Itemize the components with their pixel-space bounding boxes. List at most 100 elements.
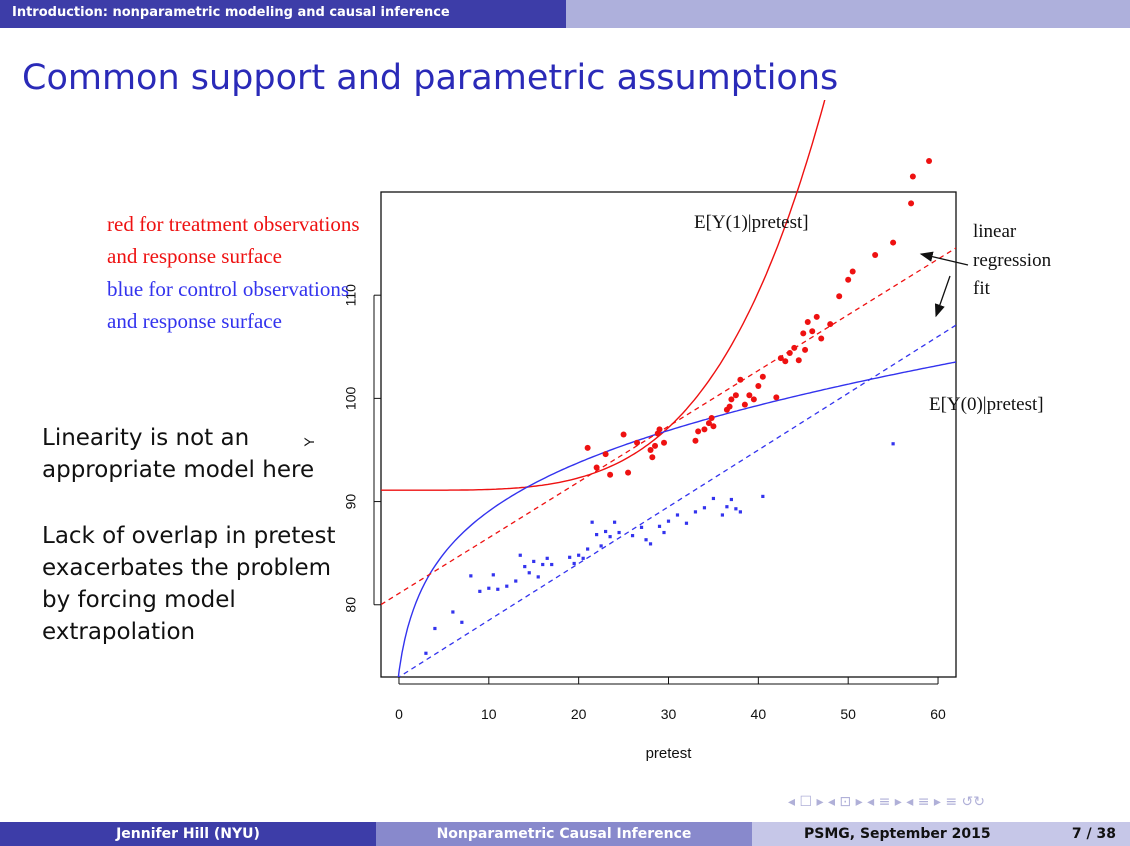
control-point	[586, 547, 590, 551]
legend-treatment-line1: red for treatment observations	[107, 212, 360, 236]
control-point	[693, 510, 698, 514]
control-point	[675, 513, 680, 517]
x-tick-label: 20	[571, 706, 587, 722]
treatment-point	[777, 355, 784, 362]
control-point	[487, 586, 491, 590]
note-linearity: Linearity is not an appropriate model he…	[42, 425, 315, 483]
control-point	[720, 513, 725, 517]
beamer-navigation-icons[interactable]: ◂ ☐ ▸ ◂ ⊡ ▸ ◂ ≡ ▸ ◂ ≡ ▸ ≡ ↺↻	[788, 794, 986, 810]
control-point	[478, 589, 482, 593]
section-header-bar: Introduction: nonparametric modeling and…	[0, 0, 1130, 28]
control-point	[608, 535, 612, 539]
label-fit: fit	[973, 278, 991, 299]
control-point	[523, 564, 527, 569]
treatment-point	[710, 423, 717, 430]
treatment-point	[728, 396, 735, 403]
footer-conference: PSMG, September 2015	[804, 826, 991, 842]
treatment-point	[800, 330, 807, 337]
label-linear: linear	[973, 221, 1017, 242]
control-point	[518, 553, 522, 557]
x-tick-label: 40	[751, 706, 767, 722]
treatment-point	[802, 346, 809, 353]
arrow-to-treatment-fit	[919, 251, 969, 266]
treatment-point	[741, 401, 748, 408]
treatment-point	[620, 431, 627, 438]
footer-author: Jennifer Hill (NYU)	[0, 822, 376, 846]
control-point	[451, 610, 455, 614]
control-point	[604, 529, 608, 534]
treatment-point	[836, 293, 843, 300]
treatment-point	[795, 357, 802, 364]
treatment-point	[809, 328, 816, 335]
treatment-point	[634, 439, 641, 446]
treatment-points	[584, 158, 933, 478]
control-point	[581, 556, 585, 560]
treatment-point	[656, 426, 663, 433]
section-tab[interactable]: Introduction: nonparametric modeling and…	[0, 0, 566, 28]
control-point	[568, 555, 572, 559]
control-response-curve	[397, 361, 956, 677]
y-axis-title: Y	[301, 437, 317, 447]
linear-regression-line	[397, 324, 956, 677]
control-point	[734, 507, 738, 511]
control-point	[460, 620, 464, 624]
arrow-to-control-fit	[934, 275, 951, 318]
treatment-point	[773, 394, 780, 401]
linear-regression-line	[381, 247, 956, 606]
control-point	[532, 559, 536, 564]
control-point	[541, 562, 545, 567]
x-axis-title: pretest	[646, 745, 693, 762]
treatment-point	[782, 358, 789, 365]
label-regression: regression	[973, 250, 1052, 271]
control-point	[729, 497, 733, 502]
treatment-point	[692, 437, 699, 444]
treatment-point	[726, 403, 733, 410]
control-point	[590, 520, 594, 524]
treatment-point	[818, 335, 825, 342]
treatment-point	[804, 319, 811, 326]
treatment-point	[652, 442, 659, 449]
control-point	[702, 506, 707, 510]
control-point	[612, 520, 617, 524]
treatment-point	[705, 420, 712, 427]
legend-control-line1: blue for control observations	[107, 277, 349, 301]
treatment-point	[708, 414, 715, 421]
treatment-point	[746, 392, 753, 399]
curves-group	[381, 100, 956, 677]
treatment-point	[607, 471, 614, 478]
control-point	[761, 494, 765, 499]
treatment-point	[759, 373, 766, 380]
treatment-point	[584, 444, 591, 451]
treatment-point	[737, 376, 744, 383]
treatment-point	[791, 344, 798, 351]
section-title: Introduction: nonparametric modeling and…	[12, 5, 450, 20]
control-point	[666, 519, 671, 523]
treatment-point	[732, 392, 739, 399]
control-point	[725, 505, 729, 509]
treatment-point	[695, 428, 702, 435]
control-point	[491, 573, 495, 577]
control-point	[469, 574, 473, 578]
control-point	[496, 587, 500, 591]
control-point	[527, 571, 531, 575]
control-point	[891, 442, 895, 446]
control-point	[545, 556, 549, 560]
treatment-point	[602, 451, 609, 458]
control-point	[433, 626, 437, 631]
y-tick-label: 110	[343, 284, 359, 307]
note-overlap: Lack of overlap in pretest exacerbates t…	[42, 523, 336, 645]
control-point	[536, 575, 540, 579]
treatment-response-curve	[381, 100, 826, 491]
legend-control-line2: and response surface	[107, 309, 282, 333]
treatment-point	[661, 439, 668, 446]
control-point	[599, 544, 603, 548]
control-point	[550, 562, 554, 567]
treatment-point	[909, 173, 916, 180]
legend-treatment-line2: and response surface	[107, 244, 282, 268]
plot-frame	[380, 191, 957, 678]
control-point	[639, 525, 644, 529]
control-point	[577, 553, 581, 557]
control-point	[572, 561, 576, 566]
footer-bar: Jennifer Hill (NYU) Nonparametric Causal…	[0, 822, 1130, 846]
